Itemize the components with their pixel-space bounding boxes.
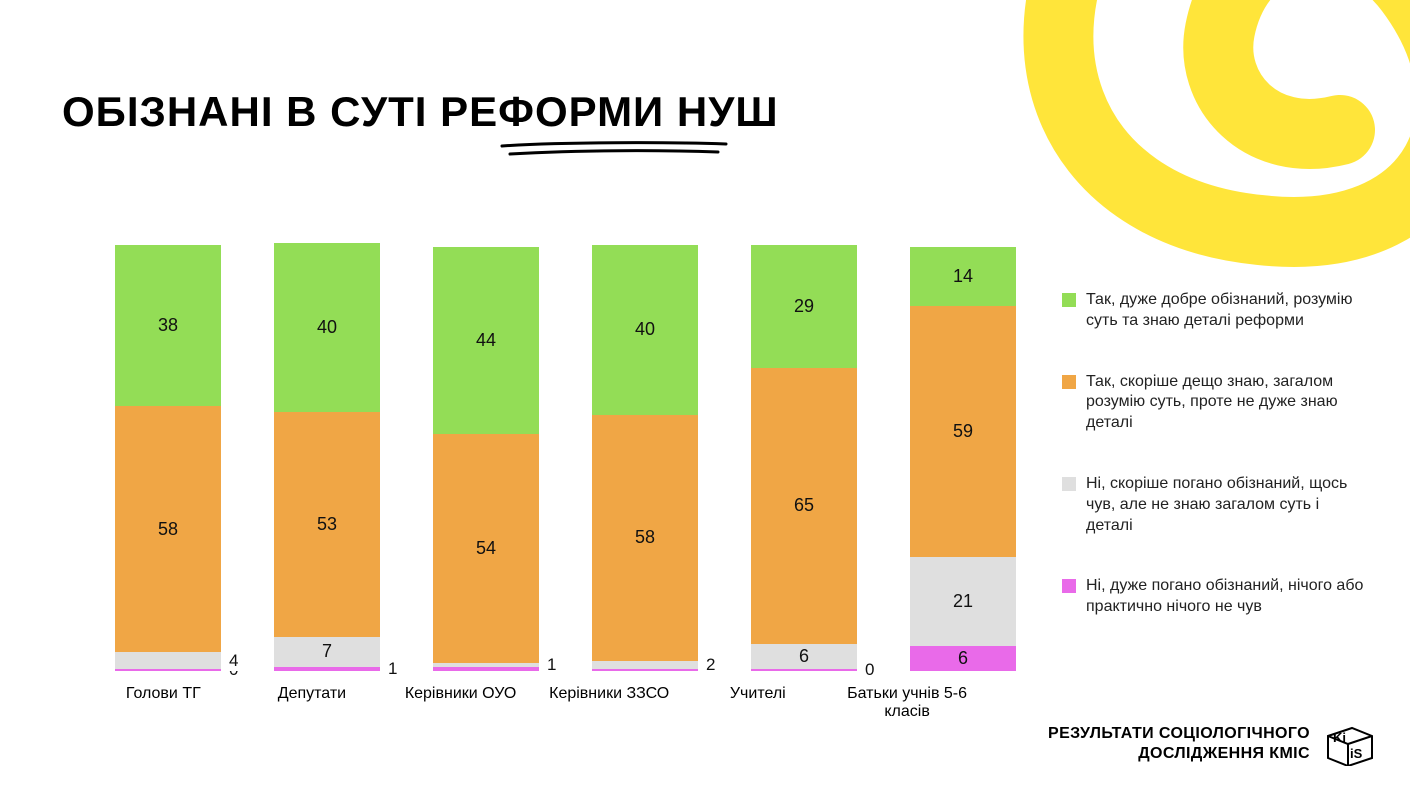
- title-underline-scribble: [500, 140, 730, 160]
- page-title: ОБІЗНАНІ В СУТІ РЕФОРМИ НУШ: [62, 88, 779, 136]
- bar-column: 6215914: [910, 247, 1016, 671]
- bar-column: 025840: [592, 247, 698, 671]
- logo-text-1: Ki: [1333, 730, 1346, 745]
- x-axis-label: Депутати: [238, 685, 387, 721]
- legend-swatch: [1062, 375, 1076, 389]
- bar-segment: [751, 669, 857, 671]
- bar-stack: 5838: [115, 245, 221, 671]
- bar-segment: [115, 652, 221, 669]
- legend-label: Так, скоріше дещо знаю, загалом розумію …: [1086, 372, 1370, 434]
- slide: ОБІЗНАНІ В СУТІ РЕФОРМИ НУШ 045838175340…: [0, 0, 1410, 804]
- bar-segment: 58: [592, 415, 698, 661]
- bar-segment: 44: [433, 247, 539, 434]
- bar-value-callout: 4: [229, 651, 238, 671]
- legend-item: Так, дуже добре обізнаний, розумію суть …: [1062, 290, 1370, 332]
- bar-stack: 5444: [433, 247, 539, 671]
- legend-swatch: [1062, 477, 1076, 491]
- legend-label: Так, дуже добре обізнаний, розумію суть …: [1086, 290, 1370, 332]
- stacked-bar-chart: 0458381753401154440258400665296215914: [115, 247, 1016, 671]
- bar-segment: 6: [910, 646, 1016, 671]
- bar-segment: 29: [751, 245, 857, 368]
- legend-item: Ні, дуже погано обізнаний, нічого або пр…: [1062, 576, 1370, 618]
- bar-segment: [433, 663, 539, 667]
- bar-column: 175340: [274, 247, 380, 671]
- legend-label: Ні, скоріше погано обізнаний, щось чув, …: [1086, 474, 1370, 536]
- bar-segment: 7: [274, 637, 380, 667]
- bar-segment: 38: [115, 245, 221, 406]
- bar-value-callout: 1: [547, 655, 556, 675]
- x-axis-label: Керівники ЗЗСО: [535, 685, 684, 721]
- x-axis-label: Голови ТГ: [89, 685, 238, 721]
- bar-segment: [592, 669, 698, 671]
- legend-swatch: [1062, 293, 1076, 307]
- legend-item: Ні, скоріше погано обізнаний, щось чув, …: [1062, 474, 1370, 536]
- bar-stack: 6215914: [910, 247, 1016, 671]
- bar-segment: [592, 661, 698, 669]
- kiis-logo: Ki iS: [1324, 722, 1378, 766]
- bar-column: 045838: [115, 247, 221, 671]
- logo-text-2: iS: [1350, 746, 1363, 761]
- legend-label: Ні, дуже погано обізнаний, нічого або пр…: [1086, 576, 1370, 618]
- footer-line-1: РЕЗУЛЬТАТИ СОЦІОЛОГІЧНОГО: [1048, 724, 1310, 744]
- legend-swatch: [1062, 579, 1076, 593]
- footer-line-2: ДОСЛІДЖЕННЯ КМІС: [1048, 744, 1310, 764]
- bar-segment: 59: [910, 306, 1016, 556]
- bar-segment: 58: [115, 406, 221, 652]
- bar-segment: 40: [274, 243, 380, 413]
- bar-segment: 6: [751, 644, 857, 669]
- bar-value-callout: 1: [388, 659, 397, 679]
- bar-segment: 65: [751, 368, 857, 644]
- x-axis-label: Керівники ОУО: [386, 685, 535, 721]
- bar-segment: 53: [274, 412, 380, 637]
- bar-segment: 54: [433, 434, 539, 663]
- bar-stack: 75340: [274, 243, 380, 671]
- bar-segment: 21: [910, 557, 1016, 646]
- legend-item: Так, скоріше дещо знаю, загалом розумію …: [1062, 372, 1370, 434]
- bar-segment: [274, 667, 380, 671]
- bar-segment: 40: [592, 245, 698, 415]
- bar-segment: [115, 669, 221, 671]
- bar-segment: 14: [910, 247, 1016, 306]
- bar-value-callout: 0: [865, 660, 874, 680]
- legend: Так, дуже добре обізнаний, розумію суть …: [1062, 290, 1370, 658]
- x-axis-labels: Голови ТГДепутатиКерівники ОУОКерівники …: [115, 685, 1016, 721]
- x-axis-label: Батьки учнів 5-6 класів: [828, 685, 986, 721]
- bar-value-callout: 2: [706, 655, 715, 675]
- swoosh-path: [1058, 0, 1410, 232]
- bar-stack: 66529: [751, 245, 857, 671]
- x-axis-label: Учителі: [684, 685, 833, 721]
- bar-column: 115444: [433, 247, 539, 671]
- footer-source: РЕЗУЛЬТАТИ СОЦІОЛОГІЧНОГО ДОСЛІДЖЕННЯ КМ…: [1048, 724, 1310, 764]
- bar-stack: 5840: [592, 245, 698, 671]
- bar-segment: [433, 667, 539, 671]
- bar-column: 066529: [751, 247, 857, 671]
